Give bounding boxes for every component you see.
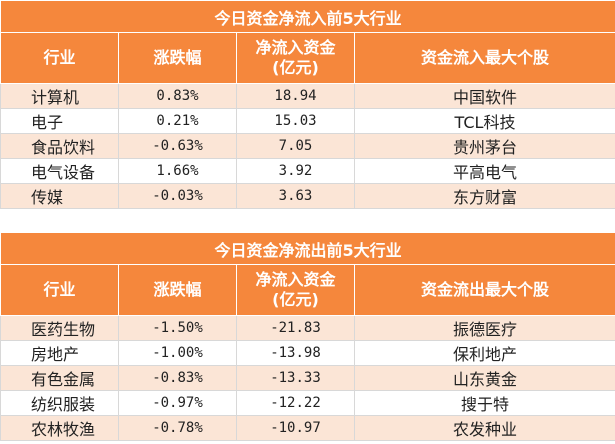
inflow-title-row: 今日资金净流入前5大行业 (0, 0, 615, 33)
inflow-table: 今日资金净流入前5大行业 行业 涨跌幅 净流入资金 (亿元) 资金流入最大个股 … (0, 0, 615, 209)
top-stock-cell: 振德医疗 (353, 315, 615, 341)
outflow-header-row: 行业 涨跌幅 净流入资金 (亿元) 资金流出最大个股 (0, 264, 615, 316)
change-cell: -1.50% (118, 315, 237, 341)
change-cell: -0.78% (118, 415, 237, 441)
change-cell: 0.83% (118, 83, 237, 109)
table-row: 电气设备 1.66% 3.92 平高电气 (0, 158, 615, 184)
top-stock-cell: 中国软件 (353, 83, 615, 109)
change-cell: 1.66% (118, 158, 237, 184)
industry-cell: 农林牧渔 (0, 415, 119, 441)
change-cell: -1.00% (118, 340, 237, 366)
table-row: 农林牧渔 -0.78% -10.97 农发种业 (0, 415, 615, 441)
change-cell: 0.21% (118, 108, 237, 134)
col-header-industry: 行业 (0, 264, 119, 316)
industry-cell: 电气设备 (0, 158, 119, 184)
industry-cell: 纺织服装 (0, 390, 119, 416)
col-header-change: 涨跌幅 (118, 32, 237, 84)
outflow-title: 今日资金净流出前5大行业 (0, 232, 615, 265)
change-cell: -0.63% (118, 133, 237, 159)
table-row: 食品饮料 -0.63% 7.05 贵州茅台 (0, 133, 615, 159)
table-row: 传媒 -0.03% 3.63 东方财富 (0, 183, 615, 209)
top-stock-cell: 搜于特 (353, 390, 615, 416)
top-stock-cell: 保利地产 (353, 340, 615, 366)
netflow-cell: 7.05 (236, 133, 355, 159)
table-row: 医药生物 -1.50% -21.83 振德医疗 (0, 315, 615, 341)
industry-cell: 医药生物 (0, 315, 119, 341)
top-stock-cell: 山东黄金 (353, 365, 615, 391)
table-gap (0, 219, 615, 232)
netflow-cell: 3.92 (236, 158, 355, 184)
change-cell: -0.03% (118, 183, 237, 209)
table-row: 计算机 0.83% 18.94 中国软件 (0, 83, 615, 109)
netflow-cell: 15.03 (236, 108, 355, 134)
industry-cell: 计算机 (0, 83, 119, 109)
industry-cell: 食品饮料 (0, 133, 119, 159)
industry-cell: 房地产 (0, 340, 119, 366)
top-stock-cell: TCL科技 (353, 108, 615, 134)
netflow-cell: -21.83 (236, 315, 355, 341)
outflow-title-row: 今日资金净流出前5大行业 (0, 232, 615, 265)
industry-cell: 有色金属 (0, 365, 119, 391)
table-row: 纺织服装 -0.97% -12.22 搜于特 (0, 390, 615, 416)
netflow-cell: 18.94 (236, 83, 355, 109)
top-stock-cell: 平高电气 (353, 158, 615, 184)
netflow-cell: -10.97 (236, 415, 355, 441)
col-header-change: 涨跌幅 (118, 264, 237, 316)
outflow-table: 今日资金净流出前5大行业 行业 涨跌幅 净流入资金 (亿元) 资金流出最大个股 … (0, 232, 615, 441)
inflow-header-row: 行业 涨跌幅 净流入资金 (亿元) 资金流入最大个股 (0, 32, 615, 84)
table-row: 房地产 -1.00% -13.98 保利地产 (0, 340, 615, 366)
col-header-netflow: 净流入资金 (亿元) (236, 32, 355, 84)
inflow-title: 今日资金净流入前5大行业 (0, 0, 615, 33)
table-row: 有色金属 -0.83% -13.33 山东黄金 (0, 365, 615, 391)
top-stock-cell: 农发种业 (353, 415, 615, 441)
industry-cell: 传媒 (0, 183, 119, 209)
col-header-top-stock: 资金流出最大个股 (353, 264, 615, 316)
top-stock-cell: 东方财富 (353, 183, 615, 209)
col-header-top-stock: 资金流入最大个股 (353, 32, 615, 84)
change-cell: -0.83% (118, 365, 237, 391)
col-header-netflow: 净流入资金 (亿元) (236, 264, 355, 316)
netflow-cell: -13.33 (236, 365, 355, 391)
netflow-cell: -12.22 (236, 390, 355, 416)
col-header-industry: 行业 (0, 32, 119, 84)
top-stock-cell: 贵州茅台 (353, 133, 615, 159)
netflow-cell: -13.98 (236, 340, 355, 366)
industry-cell: 电子 (0, 108, 119, 134)
change-cell: -0.97% (118, 390, 237, 416)
netflow-cell: 3.63 (236, 183, 355, 209)
table-row: 电子 0.21% 15.03 TCL科技 (0, 108, 615, 134)
